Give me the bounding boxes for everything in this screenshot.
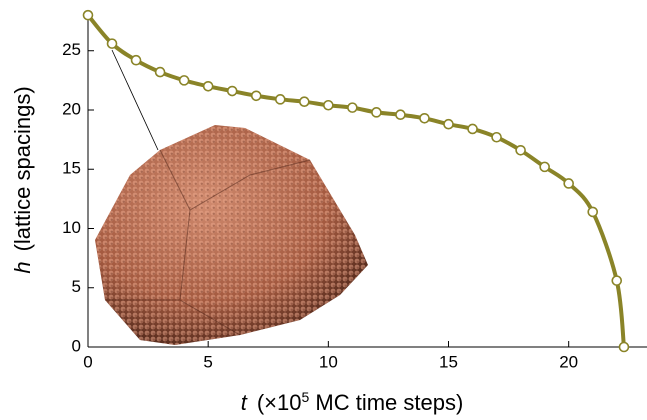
data-point xyxy=(299,96,310,107)
data-point xyxy=(130,54,142,66)
x-tick-label: 0 xyxy=(83,352,92,371)
data-point xyxy=(178,75,190,86)
data-point xyxy=(371,107,382,118)
y-tick-label: 10 xyxy=(62,218,81,237)
data-point xyxy=(274,94,286,105)
x-tick-label: 15 xyxy=(439,352,458,371)
y-tick-label: 5 xyxy=(72,277,81,296)
data-point xyxy=(419,112,430,124)
data-point xyxy=(202,80,214,92)
y-tick-label: 0 xyxy=(72,336,81,355)
data-point xyxy=(515,144,526,156)
data-point xyxy=(587,206,599,218)
data-point xyxy=(323,99,334,111)
x-tick-label: 5 xyxy=(203,352,212,371)
data-point xyxy=(611,275,623,286)
data-point xyxy=(250,90,262,102)
y-axis-label: h(lattice spacings) xyxy=(10,86,35,273)
data-point xyxy=(82,9,94,21)
data-point xyxy=(347,102,358,113)
data-point xyxy=(563,178,574,189)
x-axis-label: t (×105 MC time steps) xyxy=(241,389,464,415)
data-point xyxy=(467,123,478,135)
data-point xyxy=(443,118,454,130)
inset-particle xyxy=(95,49,368,345)
data-point xyxy=(618,341,630,353)
data-point xyxy=(491,131,502,143)
y-tick-label: 25 xyxy=(62,40,81,59)
data-point xyxy=(395,109,406,121)
data-point xyxy=(226,85,238,97)
x-tick-label: 20 xyxy=(559,352,578,371)
y-tick-label: 15 xyxy=(62,159,81,178)
data-point xyxy=(106,38,118,49)
data-point xyxy=(154,66,166,78)
x-tick-label: 10 xyxy=(319,352,338,371)
y-tick-label: 20 xyxy=(62,99,81,118)
data-point xyxy=(539,161,550,173)
